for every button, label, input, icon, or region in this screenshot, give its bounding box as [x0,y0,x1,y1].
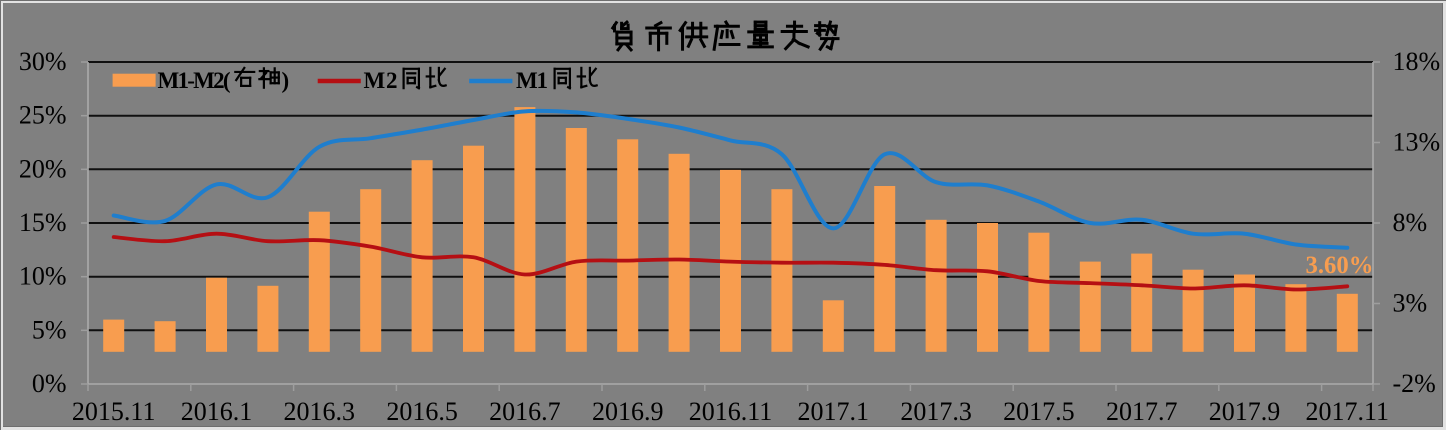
svg-text:5%: 5% [32,315,67,344]
svg-text:M2: M2 [364,68,398,93]
svg-text:M1-M2(: M1-M2( [158,68,231,93]
svg-text:18%: 18% [1393,47,1441,76]
svg-text:2016.3: 2016.3 [284,397,356,426]
svg-text:15%: 15% [19,208,67,237]
svg-text:10%: 10% [19,262,67,291]
svg-text:2017.9: 2017.9 [1209,397,1281,426]
svg-text:13%: 13% [1393,128,1441,157]
svg-text:20%: 20% [19,154,67,183]
svg-text:2016.11: 2016.11 [689,397,773,426]
svg-text:2017.5: 2017.5 [1003,397,1075,426]
svg-text:2017.1: 2017.1 [798,397,870,426]
svg-text:3.60%: 3.60% [1306,252,1374,279]
svg-text:2017.3: 2017.3 [900,397,972,426]
svg-text:30%: 30% [19,47,67,76]
svg-text:8%: 8% [1393,208,1428,237]
svg-text:2016.9: 2016.9 [592,397,664,426]
svg-text:3%: 3% [1393,289,1428,318]
svg-text:25%: 25% [19,101,67,130]
svg-text:2016.5: 2016.5 [386,397,458,426]
svg-text:2016.7: 2016.7 [489,397,561,426]
svg-text:2017.11: 2017.11 [1306,397,1390,426]
svg-text:): ) [282,68,290,93]
svg-text:2015.11: 2015.11 [72,397,156,426]
svg-text:M1: M1 [516,68,548,93]
svg-text:2016.1: 2016.1 [181,397,253,426]
svg-text:2017.7: 2017.7 [1106,397,1178,426]
svg-text:0%: 0% [32,369,67,398]
svg-text:-2%: -2% [1393,369,1436,398]
